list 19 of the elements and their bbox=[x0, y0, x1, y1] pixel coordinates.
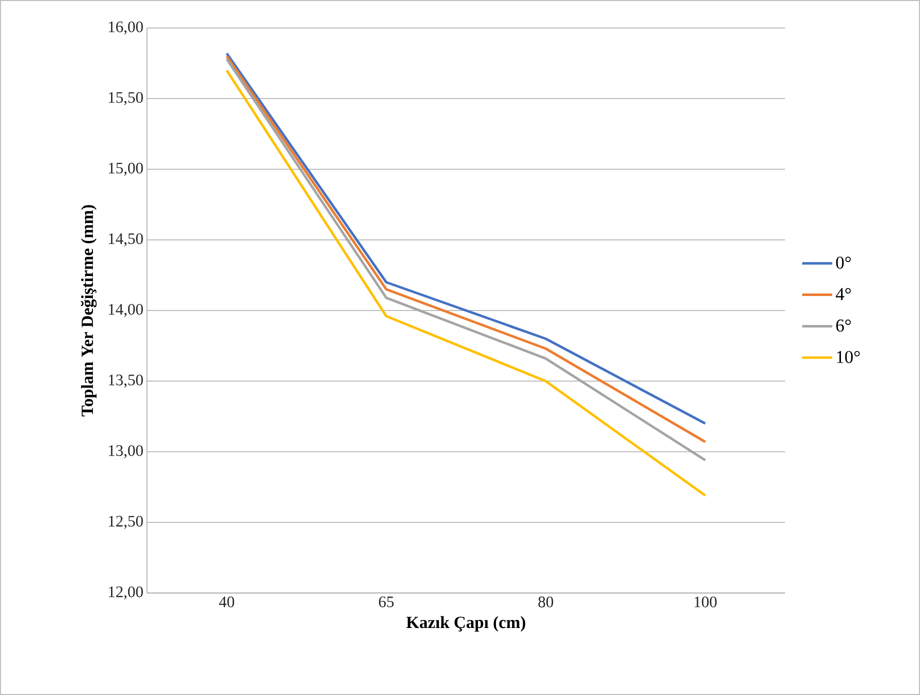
legend-label: 4° bbox=[836, 288, 851, 300]
y-tick-label: 12,50 bbox=[108, 516, 143, 529]
y-tick-label: 13,00 bbox=[108, 445, 143, 458]
y-tick-label: 15,00 bbox=[108, 162, 143, 176]
x-tick-label: 40 bbox=[219, 596, 234, 608]
y-tick-label: 13,50 bbox=[108, 374, 143, 388]
y-tick-label: 15,50 bbox=[108, 92, 143, 106]
y-tick-label: 12,00 bbox=[108, 586, 143, 600]
legend-label: 10° bbox=[837, 350, 860, 364]
x-tick-label: 80 bbox=[538, 596, 554, 608]
y-tick-label: 14,00 bbox=[108, 304, 143, 318]
x-tick-label: 100 bbox=[694, 596, 717, 608]
legend-label: 6° bbox=[836, 319, 851, 332]
y-tick-label: 14,50 bbox=[108, 233, 143, 246]
x-tick-label: 65 bbox=[378, 596, 394, 608]
y-axis-title: Toplam Yer Değiştirme (mm) bbox=[80, 205, 97, 416]
x-axis-title: Kazık Çapı (cm) bbox=[406, 616, 526, 632]
legend-label: 0° bbox=[836, 256, 851, 269]
y-tick-label: 16,00 bbox=[108, 21, 143, 35]
